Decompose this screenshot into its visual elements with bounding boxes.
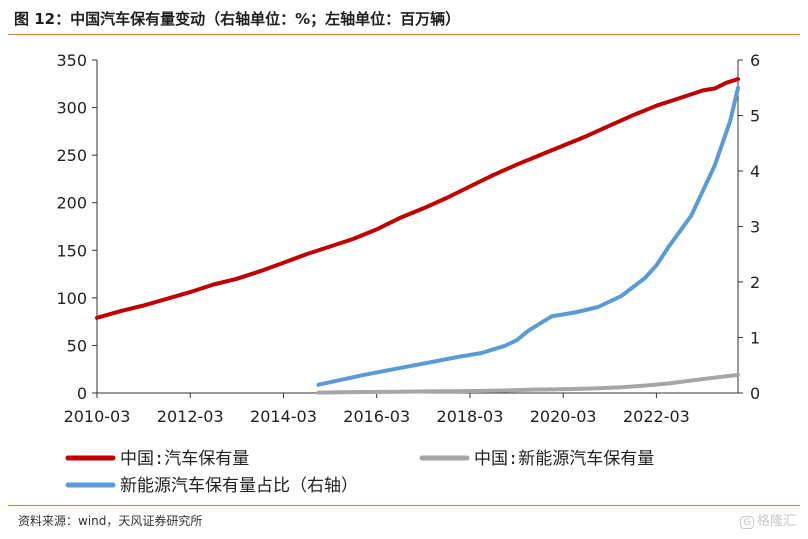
x-tick-label: 2010-03 xyxy=(64,407,131,426)
left-tick-label: 250 xyxy=(56,146,87,165)
series-line-1 xyxy=(316,372,740,395)
right-tick-label: 5 xyxy=(750,107,760,126)
right-tick-label: 3 xyxy=(750,218,760,237)
left-tick-label: 100 xyxy=(56,289,87,308)
right-tick-label: 0 xyxy=(750,384,760,403)
watermark-logo-icon: G xyxy=(740,516,754,529)
watermark: G 格隆汇 xyxy=(740,510,796,529)
line-chart: 0 50 100 150 200 250 300 350 0 1 2 3 4 5 6 2010-03 2012-… xyxy=(56,51,760,496)
watermark-text: 格隆汇 xyxy=(756,514,796,529)
x-tick-label: 2020-03 xyxy=(530,407,597,426)
x-tick-label: 2012-03 xyxy=(157,407,224,426)
legend-label-1: 中国:新能源汽车保有量 xyxy=(474,449,654,469)
x-tick-label: 2016-03 xyxy=(343,407,410,426)
right-tick-label: 6 xyxy=(750,51,760,70)
right-tick-label: 4 xyxy=(750,162,760,181)
chart-title: 图 12：中国汽车保有量变动（右轴单位：%；左轴单位：百万辆） xyxy=(14,10,461,28)
x-tick-label: 2018-03 xyxy=(437,407,504,426)
left-tick-label: 300 xyxy=(56,99,87,118)
right-tick-label: 2 xyxy=(750,273,760,292)
x-tick-label: 2014-03 xyxy=(250,407,317,426)
axes: 0 50 100 150 200 250 300 350 0 1 2 3 4 5 6 2010-03 2012-… xyxy=(56,51,760,426)
right-tick-label: 1 xyxy=(750,329,760,348)
left-tick-label: 0 xyxy=(77,384,87,403)
left-tick-label: 150 xyxy=(56,241,87,260)
left-tick-label: 350 xyxy=(56,51,87,70)
left-tick-label: 200 xyxy=(56,194,87,213)
legend-label-2: 新能源汽车保有量占比（右轴） xyxy=(120,476,358,496)
title-divider xyxy=(8,34,800,35)
series-line-0 xyxy=(95,77,740,320)
left-tick-label: 50 xyxy=(67,336,87,355)
series-line-2 xyxy=(316,85,740,387)
x-tick-label: 2022-03 xyxy=(623,407,690,426)
series-layer xyxy=(95,77,740,395)
source-note: 资料来源：wind，天风证券研究所 xyxy=(18,514,203,528)
legend-label-0: 中国:汽车保有量 xyxy=(120,449,249,469)
footer-divider xyxy=(8,505,800,506)
